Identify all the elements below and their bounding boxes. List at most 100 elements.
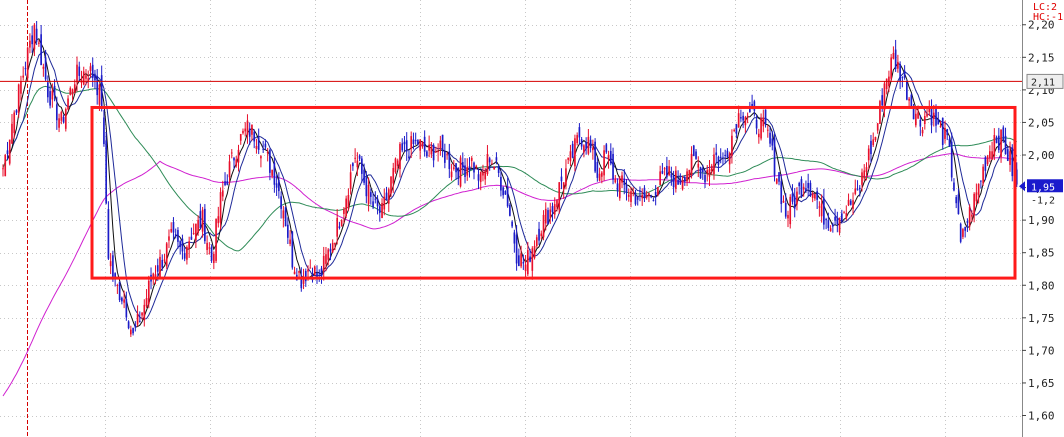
candle-up: [13, 112, 16, 134]
candle-down: [643, 187, 646, 199]
candle-up: [708, 169, 711, 177]
candle-up: [435, 151, 437, 153]
candle-down: [816, 191, 818, 200]
candle-up: [975, 192, 978, 202]
candle-up: [219, 192, 222, 223]
candle-up: [686, 171, 688, 182]
candle-up: [921, 129, 924, 134]
candle-down: [870, 140, 872, 155]
candle-down: [105, 140, 108, 204]
candle-up: [713, 154, 715, 175]
candle-up: [143, 304, 146, 321]
candle-down: [47, 82, 49, 98]
candle-up: [85, 75, 87, 79]
candle-down: [742, 115, 744, 121]
candle-down: [376, 198, 379, 207]
candle-up: [170, 228, 173, 232]
candle-down: [661, 170, 664, 174]
candle-down: [612, 153, 614, 180]
candle-up: [20, 81, 22, 94]
reference-price-tag: [1026, 73, 1064, 89]
candle-down: [156, 265, 159, 272]
candle-up: [201, 209, 204, 232]
candle-up: [567, 157, 570, 160]
candle-down: [946, 128, 949, 136]
candle-up: [439, 140, 442, 149]
candle-up: [197, 219, 199, 233]
candle-up: [237, 149, 240, 163]
candle-down: [1004, 135, 1007, 155]
candle-down: [275, 183, 278, 188]
candle-down: [578, 127, 581, 138]
candle-up: [883, 83, 886, 111]
candle-up: [71, 89, 74, 95]
candle-down: [94, 73, 96, 81]
candle-up: [845, 213, 848, 219]
candle-up: [165, 243, 168, 267]
candle-up: [592, 147, 594, 151]
candle-up: [630, 191, 632, 203]
candle-down: [118, 281, 121, 301]
candle-up: [58, 118, 60, 128]
candle-up: [215, 218, 217, 261]
candle-down: [121, 297, 123, 302]
candle-down: [948, 139, 951, 147]
candle-down: [596, 161, 599, 178]
candle-up: [22, 75, 25, 78]
candle-up: [885, 78, 888, 90]
candle-up: [760, 117, 762, 139]
candle-down: [755, 119, 758, 129]
candle-down: [291, 231, 294, 268]
candle-up: [892, 52, 895, 59]
candle-down: [134, 324, 137, 328]
range-box: [90, 105, 1017, 280]
candle-up: [802, 186, 805, 190]
candle-up: [116, 285, 119, 287]
candle-up: [206, 242, 208, 250]
candle-up: [347, 195, 350, 209]
candle-up: [879, 101, 881, 124]
candle-up: [863, 170, 866, 179]
candle-up: [744, 117, 747, 126]
candle-down: [825, 219, 827, 221]
candle-up: [168, 236, 170, 241]
candle-up: [298, 271, 300, 273]
candle-down: [179, 241, 182, 247]
candle-up: [289, 239, 291, 244]
candle-up: [526, 250, 529, 275]
candle-up: [354, 157, 356, 159]
candle-down: [695, 151, 697, 159]
candle-down: [100, 75, 103, 109]
candle-down: [504, 191, 507, 195]
candle-down: [704, 174, 706, 183]
candle-up: [154, 274, 157, 278]
candle-down: [715, 152, 718, 156]
candle-down: [286, 224, 289, 238]
candle-down: [771, 138, 774, 146]
candle-down: [1002, 127, 1005, 140]
candle-up: [607, 154, 610, 160]
candle-down: [183, 252, 186, 259]
candle-down: [605, 144, 608, 153]
candle-up: [392, 167, 395, 184]
candle-up: [569, 151, 572, 162]
candle-up: [484, 170, 487, 180]
candle-up: [428, 144, 430, 151]
candle-down: [849, 200, 852, 205]
candle-down: [361, 158, 363, 174]
candle-down: [901, 77, 904, 79]
candle-up: [82, 71, 85, 85]
candle-down: [253, 131, 256, 142]
candle-up: [390, 176, 392, 194]
candle-down: [919, 120, 922, 127]
candle-up: [971, 214, 973, 217]
candle-down: [304, 270, 307, 282]
candle-up: [192, 232, 195, 234]
candle-up: [688, 169, 691, 177]
candle-down: [959, 223, 962, 242]
candle-up: [331, 242, 334, 253]
candle-up: [26, 47, 29, 79]
candle-up: [603, 150, 605, 176]
candle-up: [544, 208, 547, 224]
candle-up: [313, 266, 316, 276]
